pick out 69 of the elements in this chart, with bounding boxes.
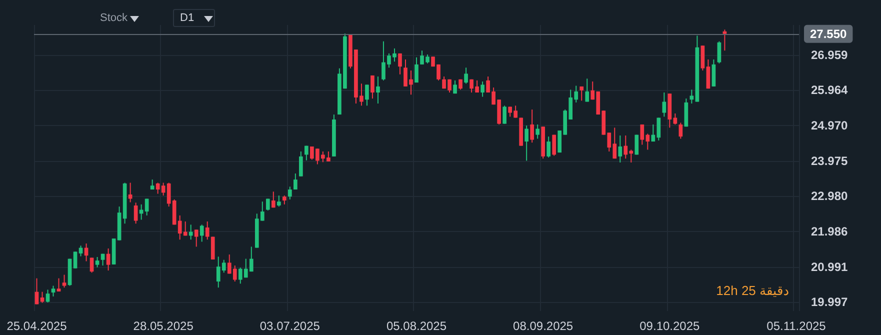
candlestick: [414, 56, 418, 84]
candlestick: [502, 105, 506, 124]
candlestick: [618, 134, 622, 163]
candlestick: [46, 289, 50, 303]
candlestick: [150, 179, 154, 190]
x-tick-label: 03.07.2025: [260, 319, 320, 333]
x-tick-label: 05.11.2025: [766, 319, 826, 333]
candlestick: [106, 248, 110, 271]
candlestick: [205, 220, 210, 240]
candlestick: [690, 89, 694, 104]
candlestick: [188, 224, 193, 240]
candlestick: [453, 80, 457, 94]
candlestick: [398, 52, 402, 75]
y-tick-label: 21.986: [811, 224, 848, 239]
candlestick: [139, 204, 144, 220]
annotation: 12h 25 دقيقة: [716, 283, 789, 299]
candlestick: [144, 198, 149, 216]
candlestick: [299, 150, 303, 177]
candlestick: [271, 191, 276, 208]
candlestick: [51, 285, 56, 297]
candlestick: [717, 40, 722, 64]
candlestick: [552, 134, 556, 156]
candlestick: [56, 278, 61, 292]
candlestick: [293, 173, 298, 190]
candlestick: [722, 29, 727, 52]
candlestick: [95, 256, 100, 268]
candlestick: [376, 76, 380, 104]
candlestick: [700, 45, 705, 71]
y-tick-label: 25.964: [811, 83, 848, 98]
candlestick: [706, 58, 710, 90]
y-tick-label: 22.980: [811, 189, 848, 204]
candlestick: [546, 136, 551, 158]
candlestick: [585, 78, 590, 102]
candlestick: [370, 74, 374, 100]
y-tick-label: 23.975: [811, 154, 848, 168]
text: D1: [180, 12, 194, 24]
candlestick: [266, 198, 270, 211]
candlestick: [536, 124, 540, 140]
x-tick-label: 08.09.2025: [513, 319, 574, 333]
candlestick: [530, 109, 534, 144]
candlestick: [194, 229, 198, 248]
y-tick-label: 20.991: [811, 260, 848, 274]
y-tick-label: 24.970: [811, 118, 848, 133]
x-tick-label: 25.04.2025: [6, 319, 68, 333]
text: Stock: [100, 12, 128, 24]
candlestick: [712, 58, 716, 87]
candlestick: [304, 145, 308, 161]
candlestick: [288, 186, 292, 200]
candlestick: [210, 236, 215, 260]
y-tick-label: 26.959: [811, 48, 848, 62]
candlestick: [662, 92, 666, 118]
candlestick: [62, 274, 66, 288]
candlestick: [134, 202, 138, 224]
candlestick: [73, 251, 78, 269]
candlestick: [464, 67, 468, 84]
ref-line-label: 27.550: [810, 26, 848, 41]
candlestick: [200, 224, 204, 242]
candlestick: [276, 195, 281, 208]
candlestick: [480, 80, 484, 98]
candlestick: [365, 84, 369, 106]
candlestick: [524, 125, 528, 162]
candlestick: [678, 122, 683, 140]
candlestick: [90, 257, 94, 274]
x-tick-label: 28.05.2025: [133, 319, 194, 333]
y-tick-label: 19.997: [811, 295, 848, 310]
candlestick: [580, 86, 584, 102]
x-tick-label: 05.08.2025: [386, 319, 447, 333]
candlestick: [40, 291, 44, 304]
x-tick-label: 09.10.2025: [640, 319, 700, 333]
